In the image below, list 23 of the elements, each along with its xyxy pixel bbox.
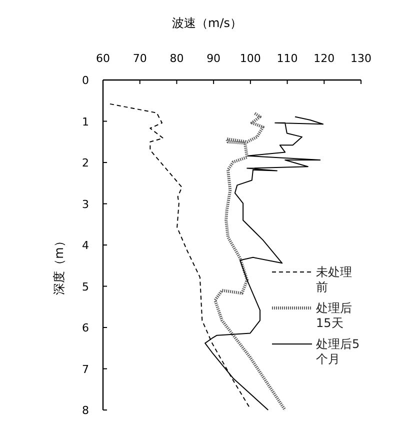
x-tick-label: 130 <box>350 52 372 65</box>
x-tick-label: 90 <box>206 52 221 65</box>
x-tick-label: 60 <box>96 52 110 65</box>
y-axis-title: 深度（m） <box>52 235 66 295</box>
y-tick-label: 8 <box>82 404 89 417</box>
y-tick-label: 6 <box>82 322 89 334</box>
x-tick-label: 80 <box>170 52 184 65</box>
x-axis-title: 波速（m/s） <box>172 16 242 30</box>
y-tick-label: 0 <box>82 74 89 87</box>
legend-label: 处理后5个月 <box>316 337 360 366</box>
legend-label: 处理后15天 <box>316 301 352 330</box>
x-tick-label: 110 <box>276 52 298 65</box>
y-tick-label: 1 <box>82 115 89 128</box>
y-tick-label: 5 <box>82 280 89 294</box>
x-tick-label: 100 <box>240 52 261 65</box>
y-tick-label: 7 <box>82 362 89 376</box>
legend-label: 未处理前 <box>316 265 352 294</box>
line-series <box>214 112 287 412</box>
y-tick-label: 4 <box>82 239 89 252</box>
x-tick-label: 70 <box>132 52 147 65</box>
y-tick-label: 3 <box>82 198 89 211</box>
y-tick-label: 2 <box>82 156 89 170</box>
x-tick-label: 120 <box>314 52 335 65</box>
